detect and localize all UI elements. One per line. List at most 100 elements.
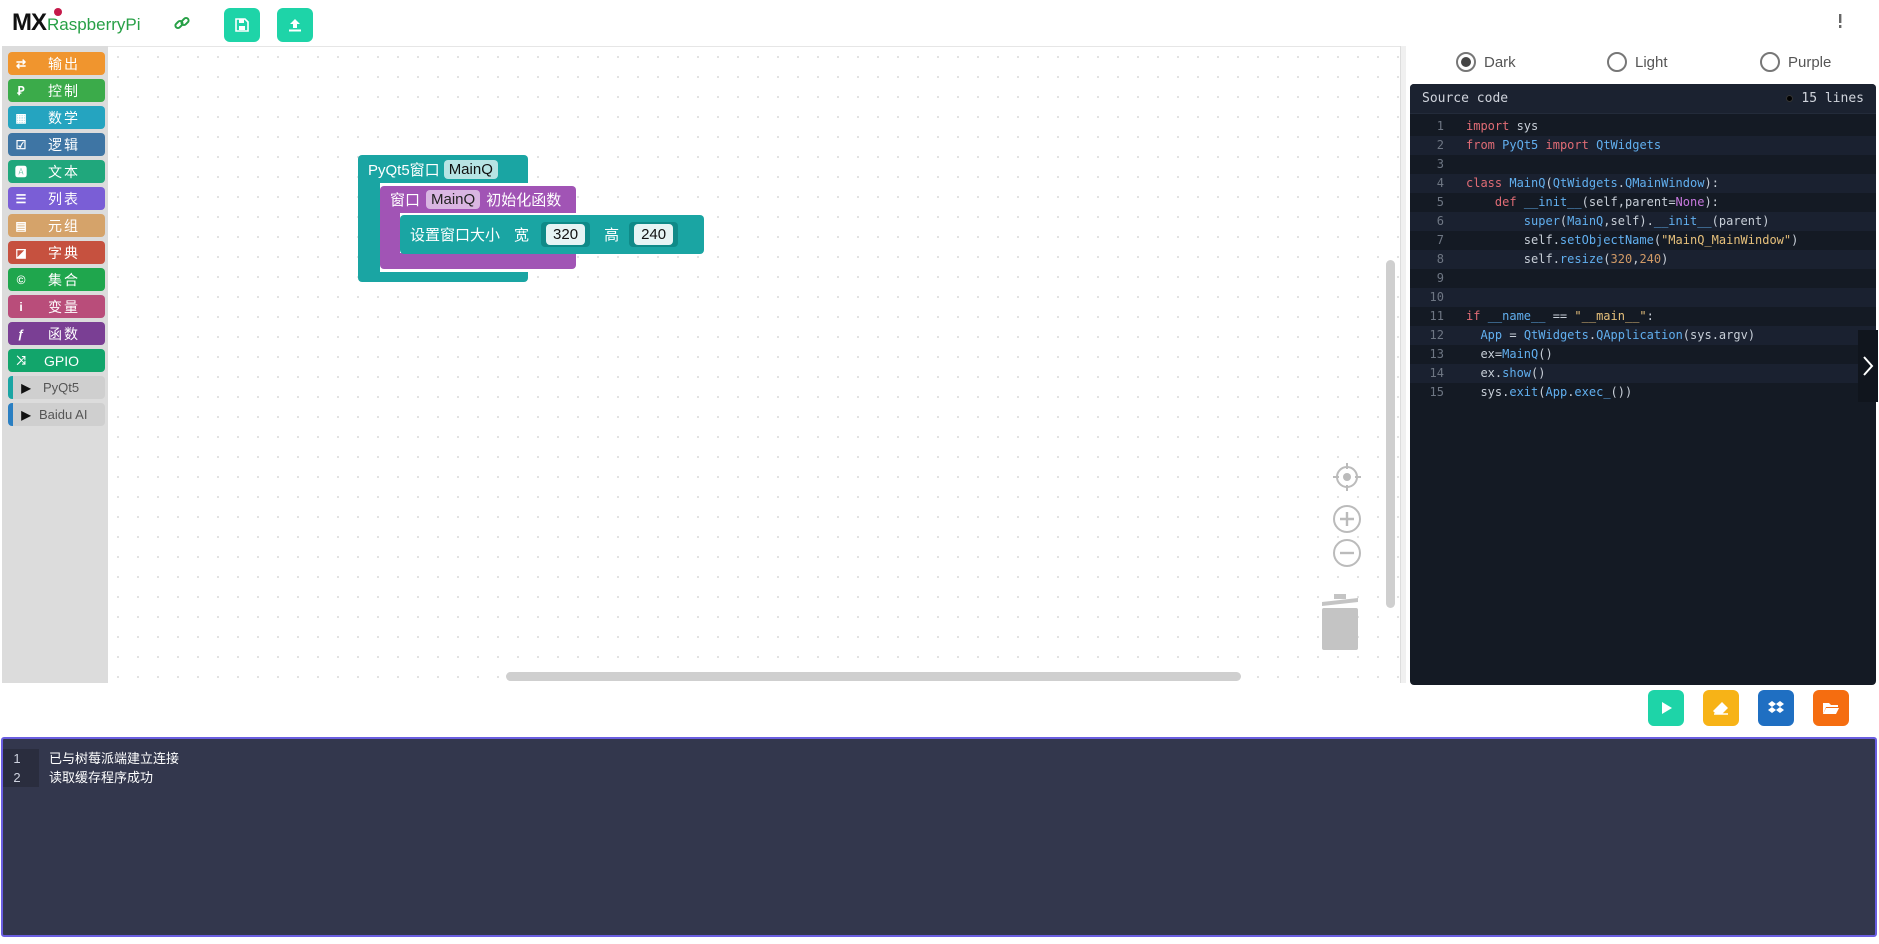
code-text: from PyQt5 import QtWidgets (1466, 138, 1662, 152)
open-folder-button[interactable] (1813, 690, 1849, 726)
blocks-workspace[interactable] (108, 46, 1400, 683)
panel-expand-tab[interactable] (1858, 330, 1878, 402)
panel-divider[interactable] (1400, 46, 1406, 683)
copyright-c-icon: © (16, 272, 26, 287)
code-line: 12 App = QtWidgets.QApplication(sys.argv… (1410, 326, 1876, 345)
function-icon: ƒ (17, 326, 25, 341)
category-control[interactable]: Ꝑ 控制 (8, 79, 105, 102)
block-toolbox: ⇄ 输出 Ꝑ 控制 ▦ 数学 ☑ 逻辑 🅰 文本 ☰ 列表 ▤ 元组 ◪ 字典 © 集合 i 变量 … (2, 46, 108, 683)
more-menu-icon[interactable] (1838, 14, 1842, 30)
source-code-panel[interactable]: Source code 15 lines 1 import sys 2 from Py… (1410, 84, 1876, 685)
play-icon (1662, 702, 1672, 714)
trash-icon[interactable] (1318, 592, 1362, 652)
code-line: 3 (1410, 155, 1876, 174)
pyqt5-window-block[interactable]: PyQt5窗口 MainQ (358, 155, 528, 183)
init-block-footer (380, 253, 576, 269)
console-line-number: 1 (3, 749, 39, 768)
code-text: def __init__(self,parent=None): (1494, 195, 1719, 209)
code-line: 11 if __name__ == "__main__": (1410, 307, 1876, 326)
app-logo: MX RaspberryPi (12, 8, 141, 36)
link-icon[interactable] (173, 14, 191, 32)
calculator-icon: ▦ (15, 110, 27, 125)
theme-option-purple[interactable]: Purple (1760, 52, 1831, 72)
console-line: 1 已与树莓派端建立连接 (3, 749, 1875, 768)
category-math[interactable]: ▦ 数学 (8, 106, 105, 129)
info-icon: i (19, 299, 23, 314)
code-title: Source code (1422, 91, 1509, 106)
clear-button[interactable] (1703, 690, 1739, 726)
expand-arrow-icon: ▶ (21, 407, 31, 422)
category-logic[interactable]: ☑ 逻辑 (8, 133, 105, 156)
code-line: 6 super(MainQ,self).__init__(parent) (1410, 212, 1876, 231)
code-line: 15 sys.exit(App.exec_()) (1410, 383, 1876, 402)
code-line: 4 class MainQ(QtWidgets.QMainWindow): (1410, 174, 1876, 193)
height-input[interactable]: 240 (634, 224, 674, 245)
chevron-right-icon (1863, 356, 1874, 376)
console-line-text: 已与树莓派端建立连接 (49, 751, 180, 766)
code-text (1458, 269, 1466, 288)
run-button[interactable] (1648, 690, 1684, 726)
pyqt5-window-block-arm (358, 183, 380, 273)
group-pyqt5[interactable]: ▶ PyQt5 (8, 376, 105, 399)
console-line-text: 读取缓存程序成功 (49, 770, 154, 785)
category-tuple[interactable]: ▤ 元组 (8, 214, 105, 237)
code-line: 14 ex.show() (1410, 364, 1876, 383)
dropbox-button[interactable] (1758, 690, 1794, 726)
code-text: super(MainQ,self).__init__(parent) (1523, 214, 1770, 228)
console-body: 1 已与树莓派端建立连接 2 读取缓存程序成功 (3, 739, 1875, 787)
zoom-out-icon[interactable] (1332, 538, 1362, 568)
theme-option-light[interactable]: Light (1607, 52, 1668, 72)
code-text: import sys (1466, 119, 1539, 133)
code-line: 5 def __init__(self,parent=None): (1410, 193, 1876, 212)
width-input[interactable]: 320 (546, 224, 586, 245)
category-function[interactable]: ƒ 函数 (8, 322, 105, 345)
floppy-icon (235, 18, 249, 32)
category-gpio[interactable]: ⤨ GPIO (8, 349, 105, 372)
code-line: 2 from PyQt5 import QtWidgets (1410, 136, 1876, 155)
code-text (1458, 155, 1466, 174)
line-number: 3 (1436, 157, 1444, 171)
init-name-field[interactable]: MainQ (426, 190, 481, 209)
code-line: 13 ex=MainQ() (1410, 345, 1876, 364)
code-text: class MainQ(QtWidgets.QMainWindow): (1466, 176, 1719, 190)
upload-button[interactable] (277, 8, 313, 42)
height-slot: 240 (629, 222, 679, 247)
block-label: 窗口 (390, 192, 421, 209)
block-label: 初始化函数 (486, 192, 562, 209)
set-window-size-block[interactable]: 设置窗口大小 宽 320 高 240 (400, 215, 704, 254)
line-number: 6 (1436, 214, 1444, 228)
code-text: if __name__ == "__main__": (1466, 309, 1654, 323)
eraser-icon (1713, 702, 1728, 715)
save-button[interactable] (224, 8, 260, 42)
window-name-field[interactable]: MainQ (443, 159, 498, 179)
code-text: self.resize(320,240) (1466, 252, 1669, 266)
height-label: 高 (604, 227, 620, 244)
output-console[interactable]: 1 已与树莓派端建立连接 2 读取缓存程序成功 (1, 737, 1877, 937)
code-text: ex.show() (1466, 366, 1546, 380)
shuffle-icon: ⤨ (16, 353, 26, 367)
workspace-horizontal-scrollbar[interactable] (506, 672, 1241, 681)
line-count: 15 lines (1801, 91, 1864, 106)
code-body[interactable]: 1 import sys 2 from PyQt5 import QtWidgets 3… (1410, 114, 1876, 402)
folder-open-icon (1823, 703, 1839, 714)
swap-arrows-icon: ⇄ (15, 56, 27, 71)
zoom-in-icon[interactable] (1332, 504, 1362, 534)
line-number: 14 (1429, 366, 1444, 380)
init-function-block[interactable]: 窗口 MainQ 初始化函数 (380, 186, 576, 213)
workspace-vertical-scrollbar[interactable] (1386, 260, 1395, 608)
dropbox-icon (1768, 701, 1784, 713)
category-output[interactable]: ⇄ 输出 (8, 52, 105, 75)
category-variable[interactable]: i 变量 (8, 295, 105, 318)
group-baidu-ai[interactable]: ▶ Baidu AI (8, 403, 105, 426)
category-dict[interactable]: ◪ 字典 (8, 241, 105, 264)
category-set[interactable]: © 集合 (8, 268, 105, 291)
line-number: 7 (1436, 233, 1444, 247)
category-text[interactable]: 🅰 文本 (8, 160, 105, 183)
recenter-icon[interactable] (1332, 462, 1362, 492)
status-dot-icon (1786, 95, 1794, 102)
console-line: 2 读取缓存程序成功 (3, 768, 1875, 787)
theme-option-dark[interactable]: Dark (1456, 52, 1516, 72)
block-label: PyQt5窗口 (368, 161, 440, 179)
init-block-arm (380, 213, 400, 253)
category-list[interactable]: ☰ 列表 (8, 187, 105, 210)
